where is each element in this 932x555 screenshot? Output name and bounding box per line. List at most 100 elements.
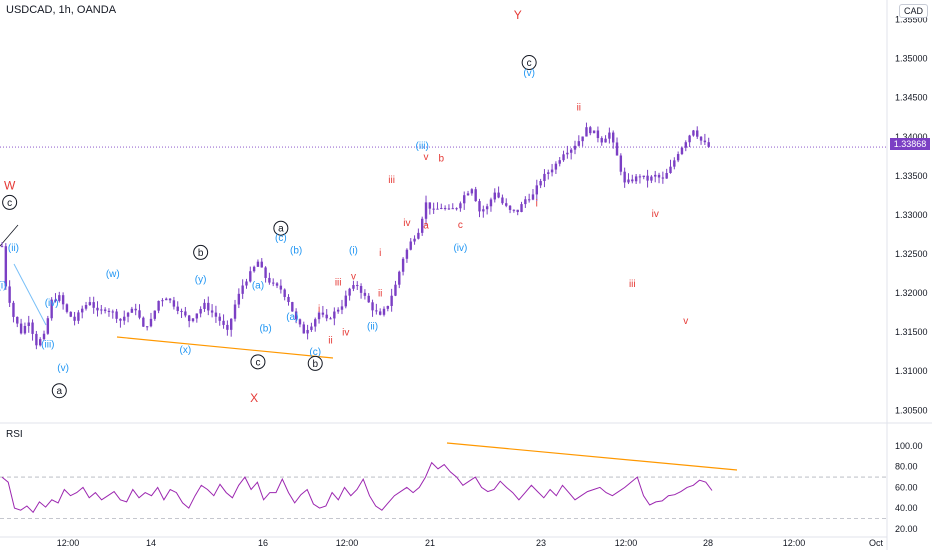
candle-body (447, 208, 451, 210)
candle-body (230, 318, 233, 330)
wave-label: iii (335, 278, 342, 289)
candle-body (367, 295, 370, 303)
trendline-wave (13, 263, 47, 326)
wave-label-circle (2, 194, 18, 210)
wave-label: v (424, 152, 429, 163)
candle-body (413, 238, 416, 242)
candle-body (214, 312, 218, 317)
price-tick-label: 1.35500 (895, 15, 928, 25)
candle-body (657, 174, 661, 178)
candle-body (363, 292, 367, 296)
candle-body (443, 207, 447, 209)
candle-body (573, 145, 577, 150)
candle-body (516, 209, 519, 213)
candle-body (4, 246, 8, 287)
candle-body (31, 322, 34, 334)
candle-body (325, 314, 328, 319)
candle-body (661, 177, 665, 179)
candle-body (356, 285, 359, 287)
time-tick-label: 12:00 (336, 538, 359, 548)
currency-badge[interactable]: CAD (898, 4, 928, 18)
wave-label: (a) (252, 281, 264, 292)
candle-body (696, 130, 699, 137)
candle-body (123, 316, 126, 321)
candle-body (256, 261, 260, 267)
wave-label: Y (514, 8, 522, 22)
candle-body (203, 302, 206, 309)
candle-body (604, 138, 607, 143)
wave-label: a (278, 224, 284, 235)
candle-body (172, 300, 176, 307)
time-tick-label: 12:00 (783, 538, 806, 548)
time-tick-label: 14 (146, 538, 156, 548)
candle-body (497, 192, 500, 198)
wave-label: a (423, 221, 429, 232)
time-tick-label: 28 (703, 538, 713, 548)
candle-body (84, 305, 88, 309)
wave-label: (ii) (8, 243, 19, 254)
candle-body (631, 179, 634, 182)
wave-label: ii (577, 103, 581, 114)
wave-label: W (4, 178, 16, 192)
candle-body (260, 261, 263, 268)
wave-label: c (527, 58, 532, 69)
candle-body (589, 127, 592, 134)
candle-body (505, 203, 508, 206)
candle-body (73, 316, 76, 321)
candle-body (382, 308, 386, 315)
wave-label: iv (652, 209, 659, 220)
candle-body (252, 266, 256, 272)
candle-body (100, 309, 103, 311)
candle-body (19, 323, 23, 334)
candle-body (65, 304, 69, 312)
candle-body (688, 135, 691, 143)
wave-label: X (250, 391, 258, 405)
candle-body (405, 249, 409, 259)
wave-label: (iii) (41, 339, 54, 350)
candle-body (485, 206, 489, 210)
candle-body (39, 339, 42, 346)
candle-body (547, 172, 550, 174)
candle-body (344, 295, 347, 307)
wave-label-circle (307, 355, 323, 371)
candle-body (501, 197, 504, 204)
candle-body (176, 306, 179, 311)
price-tick-label: 1.30500 (895, 405, 928, 415)
time-tick-label: 16 (258, 538, 268, 548)
candle-body (623, 171, 626, 183)
candle-body (619, 155, 623, 172)
wave-label: (x) (180, 345, 192, 356)
wave-label: v (351, 271, 356, 282)
wave-label: b (312, 359, 318, 370)
price-tick-label: 1.32000 (895, 288, 928, 298)
candle-body (524, 199, 527, 205)
candle-body (520, 204, 523, 213)
candle-body (58, 295, 61, 301)
candle-body (180, 310, 183, 312)
candle-body (35, 333, 38, 346)
wave-label: (a) (286, 312, 298, 323)
price-tick-label: 1.33000 (895, 210, 928, 220)
candle-body (272, 282, 275, 284)
candle-body (130, 308, 134, 313)
candle-body (424, 202, 428, 219)
candle-body (81, 308, 84, 313)
candle-body (512, 209, 516, 211)
candle-body (321, 312, 325, 315)
candle-body (577, 141, 581, 146)
wave-label: i (379, 248, 381, 259)
candle-body (421, 218, 424, 233)
wave-label: (iv) (45, 298, 59, 309)
price-tick-label: 1.34000 (895, 132, 928, 142)
candle-body (42, 333, 46, 340)
candle-body (333, 311, 336, 319)
candle-body (88, 302, 92, 306)
candle-body (149, 318, 153, 327)
candle-body (535, 185, 538, 195)
candle-body (264, 267, 267, 278)
candle-body (466, 193, 470, 196)
wave-label-circle (273, 220, 289, 236)
candle-body (440, 207, 443, 209)
wave-label: i (536, 199, 538, 210)
